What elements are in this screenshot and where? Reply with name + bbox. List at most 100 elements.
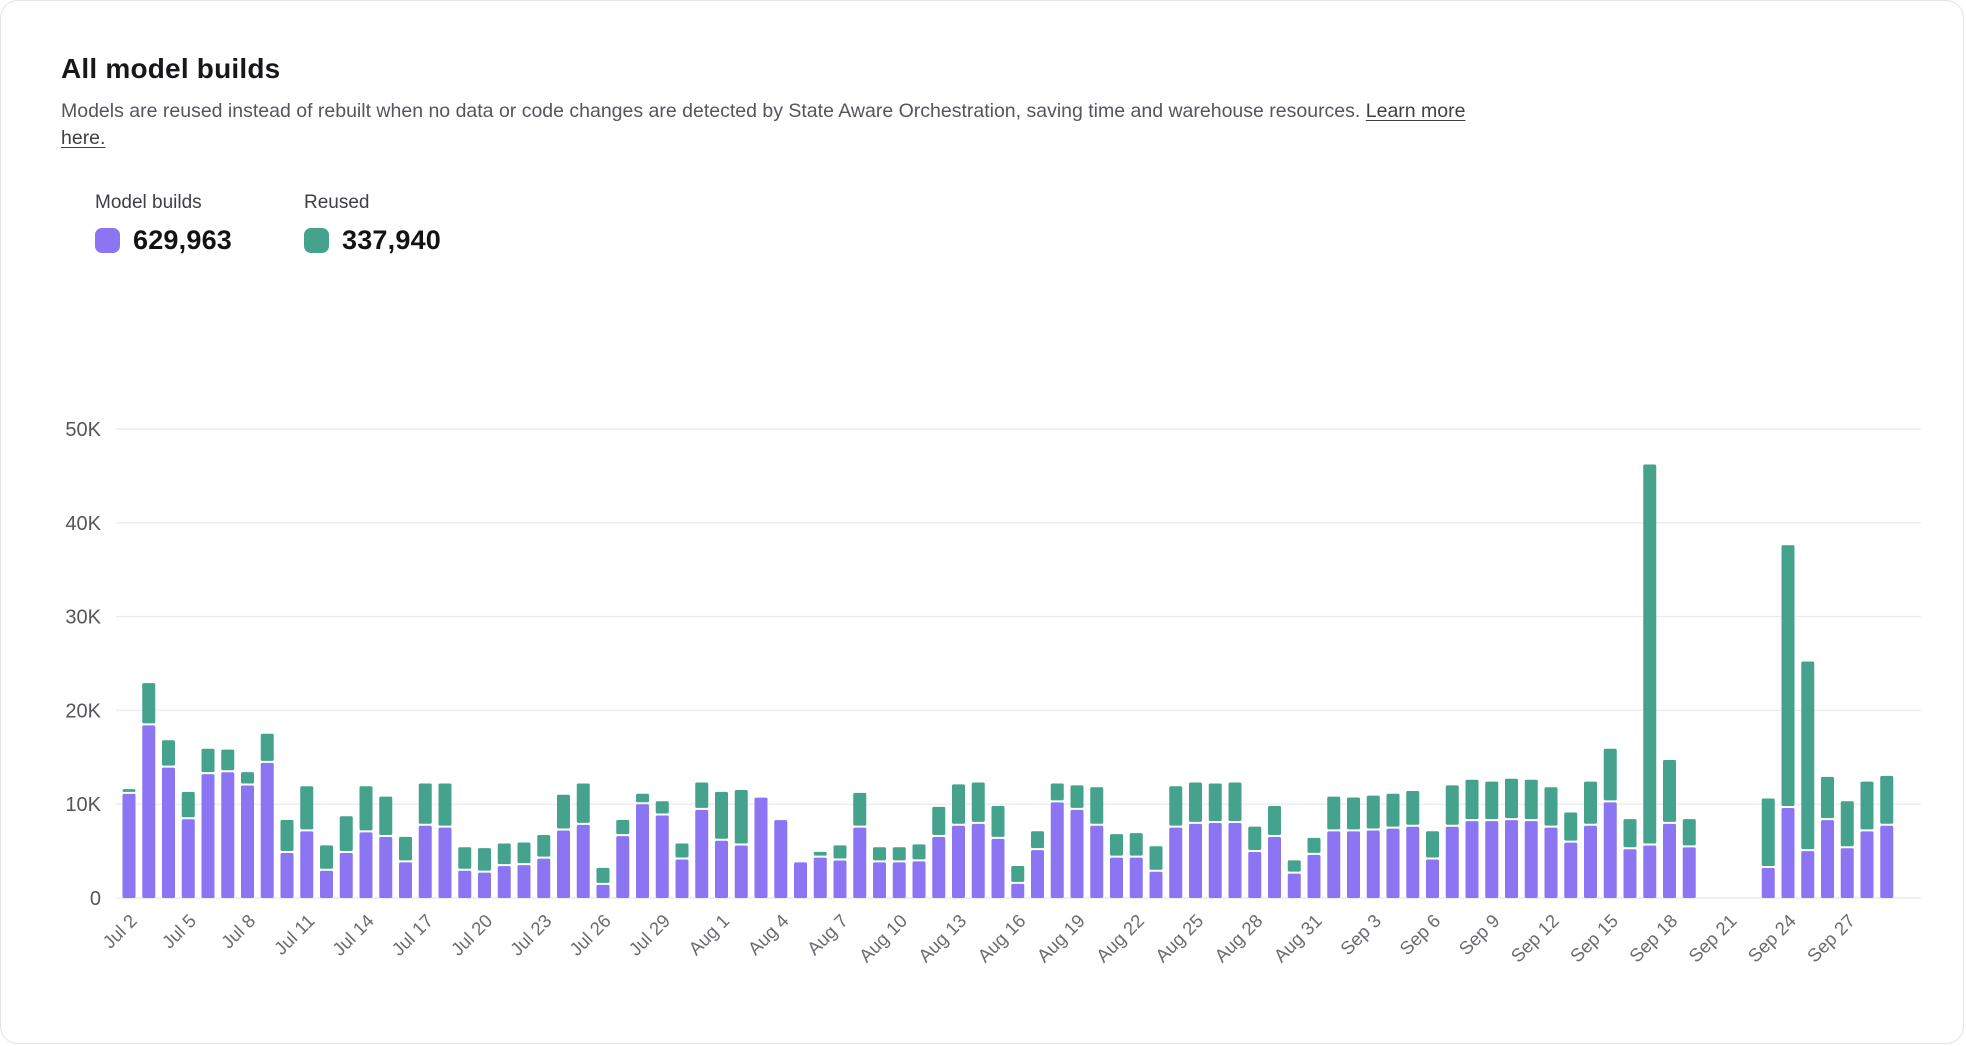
bar-model-builds: [1307, 854, 1321, 898]
bar-model-builds: [1228, 822, 1242, 898]
bar-reused: [1485, 781, 1499, 820]
bar-reused: [1406, 790, 1420, 825]
y-axis-labels: 0 10K 20K 30K 40K 50K: [65, 419, 101, 910]
x-tick-label: Aug 4: [744, 910, 793, 959]
bar-model-builds: [991, 838, 1005, 898]
bar-reused: [1386, 793, 1400, 827]
bar-model-builds: [616, 836, 630, 898]
bar-reused: [1228, 782, 1242, 821]
bar-reused: [1564, 812, 1578, 841]
y-tick-label: 20K: [65, 700, 101, 722]
legend-item-model-builds: Model builds 629,963: [95, 192, 232, 256]
bar-model-builds: [1524, 821, 1538, 898]
bar-reused: [1584, 781, 1597, 824]
bar-model-builds: [1386, 828, 1400, 898]
bar-reused: [1149, 846, 1163, 870]
bar-model-builds: [932, 837, 946, 898]
y-grid: [116, 428, 1921, 899]
bar-model-builds: [557, 830, 570, 898]
x-tick-label: Jul 2: [98, 910, 140, 952]
bar-reused: [833, 845, 847, 859]
bar-model-builds: [1070, 809, 1084, 898]
bar-model-builds: [181, 819, 195, 898]
chart-header: All model builds Models are reused inste…: [61, 53, 1521, 256]
x-tick-label: Aug 31: [1270, 910, 1326, 966]
bar-reused: [1169, 786, 1183, 826]
bar-model-builds: [1544, 827, 1558, 898]
y-tick-label: 40K: [65, 513, 101, 535]
y-tick-label: 50K: [65, 419, 101, 441]
bar-model-builds: [497, 866, 511, 898]
bar-reused: [675, 843, 689, 858]
bar-reused: [1505, 778, 1518, 819]
bar-model-builds: [1465, 821, 1479, 898]
bar-reused: [1011, 865, 1025, 882]
bar-reused: [1189, 782, 1202, 822]
bars: [122, 464, 1894, 898]
x-tick-label: Aug 19: [1033, 910, 1089, 966]
bar-reused: [320, 845, 333, 869]
bar-model-builds: [1031, 850, 1044, 898]
bar-model-builds: [221, 772, 235, 898]
model-builds-swatch: [95, 228, 120, 253]
bar-reused: [596, 867, 610, 883]
bar-model-builds: [280, 852, 294, 898]
x-tick-label: Aug 25: [1151, 910, 1207, 966]
bar-model-builds: [833, 860, 847, 898]
learn-more-link[interactable]: Learn more here.: [61, 100, 1466, 149]
x-tick-label: Sep 24: [1744, 910, 1800, 966]
bar-model-builds: [1149, 871, 1163, 898]
bar-model-builds: [418, 825, 432, 898]
bar-reused: [1801, 661, 1815, 850]
bar-model-builds: [320, 870, 333, 898]
bar-model-builds: [1426, 859, 1439, 898]
bar-model-builds: [339, 852, 353, 898]
bar-reused: [991, 805, 1005, 837]
x-tick-label: Jul 5: [158, 910, 200, 952]
bar-reused: [418, 783, 432, 824]
x-tick-label: Sep 3: [1336, 910, 1385, 959]
bar-reused: [339, 816, 353, 851]
bar-model-builds: [300, 831, 314, 898]
bar-model-builds: [576, 824, 590, 898]
bar-reused: [162, 740, 175, 766]
bar-model-builds: [1248, 852, 1262, 898]
bar-model-builds: [1603, 802, 1617, 898]
bar-model-builds: [201, 774, 215, 898]
x-tick-label: Sep 12: [1507, 910, 1563, 966]
bar-model-builds: [1287, 873, 1301, 898]
bar-model-builds: [695, 809, 709, 898]
bar-reused: [1623, 819, 1637, 848]
bar-reused: [912, 844, 926, 860]
bar-reused: [280, 820, 294, 851]
bar-model-builds: [1327, 831, 1341, 898]
bar-reused: [1268, 805, 1281, 836]
x-tick-label: Aug 1: [684, 910, 733, 959]
reused-total: 337,940: [342, 225, 441, 255]
bar-reused: [1544, 787, 1558, 826]
x-tick-label: Jul 20: [447, 910, 497, 960]
bar-model-builds: [873, 862, 886, 898]
bar-model-builds: [241, 785, 254, 898]
x-tick-label: Aug 7: [803, 910, 852, 959]
bar-reused: [122, 789, 136, 792]
bar-model-builds: [1564, 842, 1578, 898]
x-tick-label: Aug 16: [973, 910, 1029, 966]
y-tick-label: 0: [90, 888, 101, 910]
legend-item-reused: Reused 337,940: [304, 192, 441, 256]
x-tick-label: Sep 6: [1395, 910, 1444, 959]
bar-reused: [734, 790, 748, 844]
bar-reused: [1603, 748, 1617, 801]
x-tick-label: Sep 15: [1566, 910, 1622, 966]
bar-reused: [813, 851, 827, 856]
x-tick-label: Jul 23: [506, 910, 556, 960]
x-tick-label: Jul 17: [387, 910, 437, 960]
bar-model-builds: [399, 862, 412, 898]
x-tick-label: Sep 21: [1684, 910, 1740, 966]
bar-reused: [576, 783, 590, 823]
bar-model-builds: [1821, 820, 1834, 898]
reused-swatch: [304, 228, 329, 253]
bar-model-builds: [122, 793, 136, 898]
bar-reused: [655, 801, 669, 814]
bar-reused: [1880, 775, 1894, 824]
